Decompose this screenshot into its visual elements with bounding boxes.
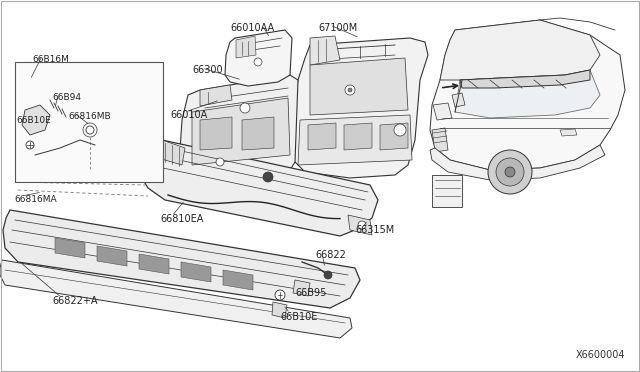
Circle shape — [345, 85, 355, 95]
Polygon shape — [430, 145, 605, 180]
Circle shape — [26, 141, 34, 149]
Text: 66315M: 66315M — [355, 225, 394, 235]
Polygon shape — [310, 58, 408, 115]
Polygon shape — [242, 117, 274, 150]
Text: 66810EA: 66810EA — [160, 214, 204, 224]
Polygon shape — [200, 85, 232, 106]
Circle shape — [254, 58, 262, 66]
Circle shape — [240, 103, 250, 113]
Polygon shape — [180, 75, 298, 178]
Text: 66B94: 66B94 — [52, 93, 81, 102]
Circle shape — [324, 271, 332, 279]
Circle shape — [394, 124, 406, 136]
Text: 66300: 66300 — [192, 65, 223, 75]
Text: 66010A: 66010A — [170, 110, 207, 120]
Polygon shape — [158, 140, 185, 165]
Circle shape — [488, 150, 532, 194]
Polygon shape — [200, 117, 232, 150]
Polygon shape — [440, 20, 600, 80]
Polygon shape — [139, 254, 169, 274]
Polygon shape — [308, 123, 336, 150]
Circle shape — [275, 290, 285, 300]
Polygon shape — [140, 140, 378, 236]
Text: 66B16M: 66B16M — [32, 55, 69, 64]
Polygon shape — [298, 115, 412, 165]
Polygon shape — [223, 270, 253, 290]
Text: X6600004: X6600004 — [575, 350, 625, 360]
Polygon shape — [272, 302, 287, 318]
Circle shape — [358, 221, 366, 229]
Circle shape — [216, 158, 224, 166]
Polygon shape — [181, 262, 211, 282]
Polygon shape — [192, 98, 290, 165]
Polygon shape — [344, 123, 372, 150]
Polygon shape — [310, 36, 340, 65]
Polygon shape — [0, 260, 352, 338]
Text: 66B10E: 66B10E — [280, 312, 317, 322]
Polygon shape — [236, 36, 256, 58]
Bar — [15, 62, 163, 182]
Polygon shape — [348, 215, 372, 235]
Polygon shape — [432, 128, 448, 152]
Text: 67100M: 67100M — [318, 23, 357, 33]
Text: 66822: 66822 — [315, 250, 346, 260]
Circle shape — [263, 172, 273, 182]
Text: 66816MB: 66816MB — [68, 112, 111, 121]
Polygon shape — [560, 129, 577, 136]
Circle shape — [496, 158, 524, 186]
Text: 66816MA: 66816MA — [14, 195, 56, 204]
Polygon shape — [430, 20, 625, 170]
Text: 66B10E: 66B10E — [16, 116, 51, 125]
Text: 66822+A: 66822+A — [52, 296, 97, 306]
Polygon shape — [290, 38, 428, 178]
Polygon shape — [455, 70, 600, 118]
Polygon shape — [3, 210, 360, 308]
Polygon shape — [380, 123, 408, 150]
Text: 66010AA: 66010AA — [230, 23, 274, 33]
Polygon shape — [55, 238, 85, 258]
Circle shape — [348, 88, 352, 92]
Polygon shape — [452, 93, 465, 107]
Polygon shape — [225, 30, 292, 86]
Polygon shape — [97, 246, 127, 266]
Polygon shape — [460, 70, 590, 88]
Text: 66B95: 66B95 — [295, 288, 326, 298]
Circle shape — [505, 167, 515, 177]
Polygon shape — [22, 105, 50, 135]
Polygon shape — [293, 280, 310, 296]
Bar — [432, 175, 462, 207]
Polygon shape — [433, 103, 452, 120]
Circle shape — [86, 126, 94, 134]
